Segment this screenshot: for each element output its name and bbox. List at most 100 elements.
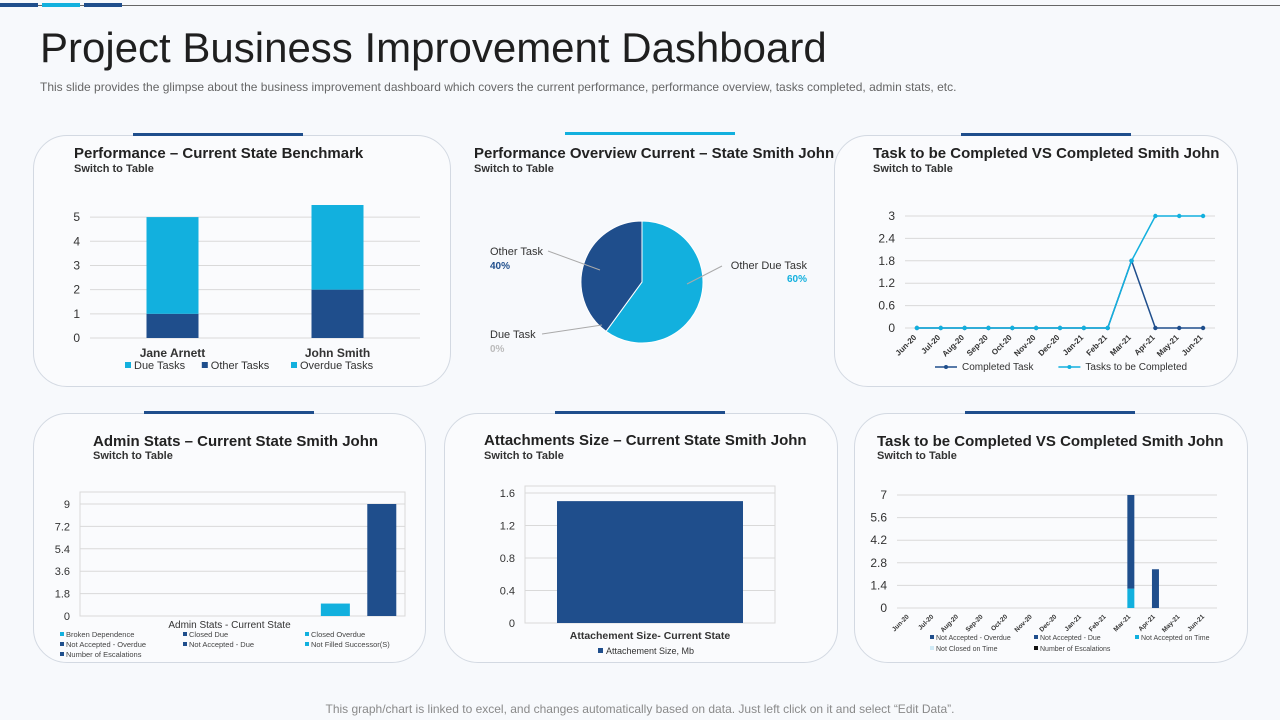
bar-due-tasks — [146, 217, 199, 314]
y-tick-label: 1.8 — [55, 589, 70, 601]
legend-swatch — [1034, 646, 1038, 650]
pie-slice-percent: 0% — [490, 344, 505, 355]
x-tick-label: Sep-20 — [965, 333, 990, 358]
legend-swatch — [930, 646, 934, 650]
x-category-label: Jane Arnett — [140, 346, 206, 360]
stacked-bar-segment — [1127, 588, 1135, 608]
admin-stats-bar-chart: 0 1.8 3.6 5.4 7.2 9 Admin Stats - Current Stat… — [55, 491, 406, 659]
line-point — [1129, 258, 1134, 263]
x-tick-label: Apr-21 — [1137, 613, 1157, 633]
plot-frame — [79, 491, 406, 617]
switch-to-table-link[interactable]: Switch to Table — [877, 450, 957, 462]
legend-swatch — [60, 652, 64, 656]
x-tick-label: Dec-20 — [1038, 613, 1058, 633]
card-title: Performance – Current State Benchmark — [74, 145, 364, 162]
legend-swatch — [183, 632, 187, 636]
legend-swatch — [201, 362, 208, 368]
card-title: Admin Stats – Current State Smith John — [93, 433, 379, 450]
y-tick-label: 0 — [64, 611, 70, 623]
attachments-size-bar-chart: 0 0.4 0.8 1.2 1.6 Attachement Size- Current S… — [500, 485, 776, 656]
pie-slice-name: Other Due Task — [731, 260, 808, 272]
x-category-label: Attachement Size- Current State — [570, 630, 731, 642]
legend-label: Due Tasks — [134, 360, 186, 372]
legend-swatch — [305, 642, 309, 646]
legend-label: Not Accepted - Due — [1040, 635, 1101, 642]
legend-label: Tasks to be Completed — [1085, 362, 1187, 373]
stacked-bar-segment — [1151, 569, 1159, 608]
pie-slice-name: Other Task — [490, 246, 543, 258]
card-accent — [133, 133, 303, 136]
x-tick-label: Jun-21 — [1180, 333, 1205, 358]
pie-leader-line — [541, 324, 603, 335]
x-tick-label: Dec-20 — [1036, 333, 1061, 358]
x-tick-label: Mar-21 — [1112, 613, 1132, 633]
line-point — [1153, 213, 1158, 219]
line-point — [1153, 325, 1158, 331]
legend-marker — [1067, 365, 1072, 369]
card-accent — [961, 133, 1131, 136]
performance-overview-pie-chart: Other Task 40% Other Due Task 60% Due Task 0% — [490, 220, 808, 355]
legend-label: Not Filled Successor(S) — [311, 640, 390, 649]
page-subtitle: This slide provides the glimpse about th… — [40, 80, 957, 94]
legend-label: Not Accepted - Due — [189, 640, 254, 649]
legend-label: Closed Overdue — [311, 630, 365, 639]
x-tick-label: Jan-21 — [1064, 613, 1084, 633]
performance-benchmark-chart: 0 1 2 3 4 5 Jane Arnett John Smith Due Tasks Othe… — [73, 205, 420, 372]
y-tick-label: 0.4 — [500, 586, 515, 598]
pie-slice-other-due-task — [605, 220, 704, 344]
legend-swatch — [60, 632, 64, 636]
y-tick-label: 3 — [888, 209, 895, 223]
x-tick-label: Sep-20 — [965, 613, 985, 633]
y-tick-label: 0 — [509, 618, 515, 630]
x-tick-label: May-21 — [1161, 613, 1182, 634]
line-series-tasks-to-be-completed — [916, 215, 1204, 329]
y-tick-label: 1.2 — [500, 521, 515, 533]
y-tick-label: 0.8 — [500, 553, 515, 565]
card-title: Task to be Completed VS Completed Smith … — [877, 433, 1224, 450]
x-tick-label: Mar-21 — [1108, 333, 1133, 358]
legend-swatch — [598, 648, 603, 653]
pie-slice-name: Due Task — [490, 329, 536, 341]
bar-other-tasks — [311, 289, 364, 338]
x-tick-label: Jul-20 — [917, 613, 936, 632]
stacked-bar-segment — [1127, 495, 1135, 589]
legend-label: Number of Escalations — [66, 650, 142, 659]
line-point — [1057, 325, 1063, 331]
switch-to-table-link[interactable]: Switch to Table — [873, 163, 953, 175]
legend-swatch — [1135, 635, 1139, 639]
line-point — [1200, 325, 1206, 331]
pie-slice-other-task — [580, 220, 643, 333]
y-tick-label: 0.6 — [878, 299, 895, 313]
legend-label: Not Accepted - Overdue — [66, 640, 146, 649]
y-tick-label: 5.6 — [870, 511, 887, 525]
line-point — [986, 325, 991, 331]
pie-leader-line — [686, 265, 723, 285]
page-title: Project Business Improvement Dashboard — [40, 24, 827, 71]
admin-bar — [367, 504, 397, 616]
line-point — [1010, 325, 1015, 331]
bar-due-tasks — [311, 205, 364, 290]
y-tick-label: 3 — [73, 258, 80, 272]
x-tick-label: Jun-20 — [891, 613, 911, 633]
task-completed-stacked-chart: 0 1.4 2.8 4.2 5.6 7 Jun-20 Jul-20 Aug-20 Sep-20 Oc… — [870, 488, 1217, 653]
y-tick-label: 7 — [880, 488, 887, 502]
card-accent — [965, 411, 1135, 414]
switch-to-table-link[interactable]: Switch to Table — [484, 450, 564, 462]
y-tick-label: 5 — [73, 210, 80, 224]
y-tick-label: 1 — [73, 307, 80, 321]
x-axis-label: Admin Stats - Current State — [168, 620, 291, 631]
line-point — [1177, 325, 1182, 331]
x-tick-label: Jul-20 — [919, 333, 942, 356]
y-tick-label: 2.8 — [870, 556, 887, 570]
x-tick-label: Feb-21 — [1088, 613, 1108, 633]
card-accent — [144, 411, 314, 414]
switch-to-table-link[interactable]: Switch to Table — [93, 450, 173, 462]
x-tick-label: Jan-21 — [1061, 333, 1086, 358]
y-tick-label: 7.2 — [55, 521, 70, 533]
y-tick-label: 2.4 — [878, 231, 895, 245]
line-point — [1200, 213, 1206, 219]
switch-to-table-link[interactable]: Switch to Table — [474, 163, 554, 175]
switch-to-table-link[interactable]: Switch to Table — [74, 163, 154, 175]
pie-slice-percent: 60% — [787, 274, 807, 285]
legend-label: Other Tasks — [211, 360, 270, 372]
